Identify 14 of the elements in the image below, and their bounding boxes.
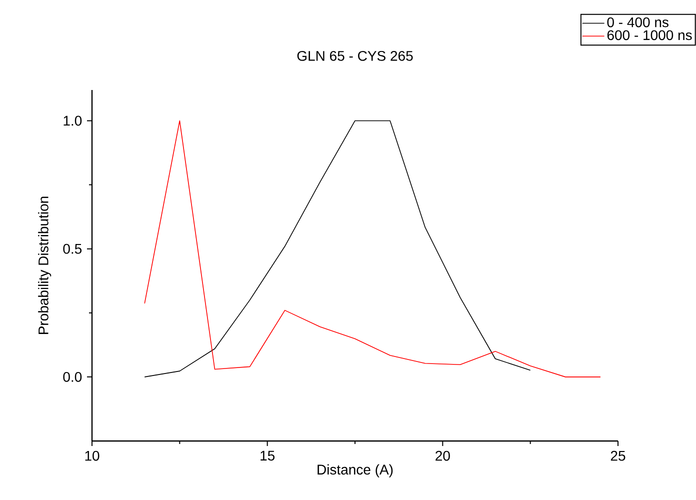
- x-axis-title: Distance (A): [318, 464, 393, 478]
- y-tick-label: 0.0: [63, 372, 82, 382]
- y-tick-label: 1.0: [64, 116, 82, 126]
- y-axis-title: Probability Distribution: [38, 196, 52, 334]
- legend-label: 600 - 1000 ns: [607, 30, 692, 40]
- chart-title: GLN 65 - CYS 265: [297, 50, 413, 61]
- line-series: [144, 120, 531, 378]
- x-tick-label: 20: [436, 450, 450, 461]
- line-series: [144, 120, 601, 378]
- x-tick-label: 25: [610, 450, 626, 461]
- x-tick-label: 15: [260, 450, 275, 461]
- legend-label: 0 - 400 ns: [607, 17, 668, 28]
- y-tick-label: 0.5: [63, 244, 82, 254]
- x-tick-label: 10: [85, 450, 100, 461]
